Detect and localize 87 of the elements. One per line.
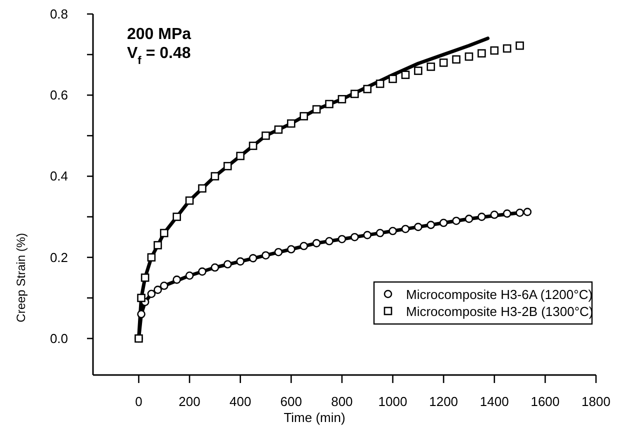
x-tick-label: 200: [178, 394, 200, 409]
point: [363, 84, 372, 94]
point: [523, 208, 532, 216]
point: [388, 74, 397, 84]
point: [363, 230, 372, 240]
point: [388, 226, 397, 236]
point: [300, 242, 308, 250]
y-axis-title: Creep Strain (%): [14, 232, 28, 322]
point: [502, 209, 512, 218]
y-tick-label: 0.2: [50, 250, 68, 265]
point: [350, 232, 359, 242]
point: [248, 254, 258, 262]
point: [137, 310, 146, 318]
x-tick-label: 600: [280, 394, 302, 409]
point: [160, 282, 168, 290]
point: [210, 172, 220, 180]
x-tick-label: 0: [135, 394, 142, 409]
point: [350, 90, 359, 98]
point: [147, 253, 156, 262]
annotation: 200 MPa: [127, 26, 192, 43]
point: [502, 44, 512, 53]
point: [300, 112, 308, 120]
point: [325, 100, 334, 108]
point: [312, 239, 321, 248]
point: [236, 152, 244, 160]
point: [160, 228, 168, 238]
point: [338, 95, 346, 104]
legend-label: Microcomposite H3-6A (1200°C): [406, 287, 593, 302]
y-tick-label: 0.0: [50, 330, 68, 346]
point: [452, 55, 460, 64]
point: [172, 276, 181, 284]
x-axis-title: Time (min): [284, 410, 346, 425]
point: [274, 248, 283, 256]
point: [262, 251, 270, 260]
point: [172, 212, 181, 221]
point: [478, 49, 486, 58]
point: [376, 80, 384, 88]
point: [312, 105, 321, 114]
point: [376, 228, 384, 238]
point: [154, 241, 162, 250]
x-tick-label: 400: [229, 394, 252, 409]
annotation: V$_{f}$ = 0.48: [127, 45, 191, 67]
point: [426, 220, 436, 230]
point: [223, 260, 232, 268]
point: [338, 234, 346, 244]
y-tick-label: 0.6: [50, 88, 68, 103]
point: [439, 58, 448, 67]
point: [516, 41, 524, 50]
point: [401, 224, 410, 234]
point: [140, 274, 150, 282]
point: [147, 290, 156, 298]
point: [210, 263, 220, 272]
point: [287, 245, 296, 254]
x-tick-label: 800: [331, 394, 353, 409]
point: [452, 216, 460, 226]
point: [464, 52, 474, 61]
point: [274, 125, 283, 134]
point: [478, 212, 486, 221]
point: [287, 119, 296, 128]
x-tick-label: 1600: [530, 394, 560, 409]
point: [516, 208, 524, 217]
point: [137, 294, 146, 302]
point: [223, 162, 232, 170]
point: [490, 210, 499, 219]
y-tick-label: 0.8: [50, 6, 68, 22]
point: [490, 46, 499, 55]
point: [426, 62, 436, 71]
x-tick-label: 1800: [582, 394, 610, 409]
point: [464, 214, 474, 223]
x-tick-label: 1200: [429, 394, 458, 409]
point: [154, 286, 162, 294]
y-tick-label: 0.4: [50, 168, 68, 184]
point: [198, 184, 206, 193]
point: [414, 222, 422, 232]
point: [325, 236, 334, 246]
point: [262, 132, 270, 140]
point: [248, 142, 258, 150]
point: [401, 70, 410, 79]
point: [439, 218, 448, 228]
point: [236, 257, 244, 266]
point: [185, 271, 194, 280]
x-tick-label: 1000: [378, 394, 408, 409]
legend-label: Microcomposite H3-2B (1300°C): [406, 304, 594, 319]
point: [185, 196, 194, 205]
x-tick-label: 1400: [480, 394, 509, 409]
point: [198, 267, 206, 276]
point: [414, 66, 422, 75]
